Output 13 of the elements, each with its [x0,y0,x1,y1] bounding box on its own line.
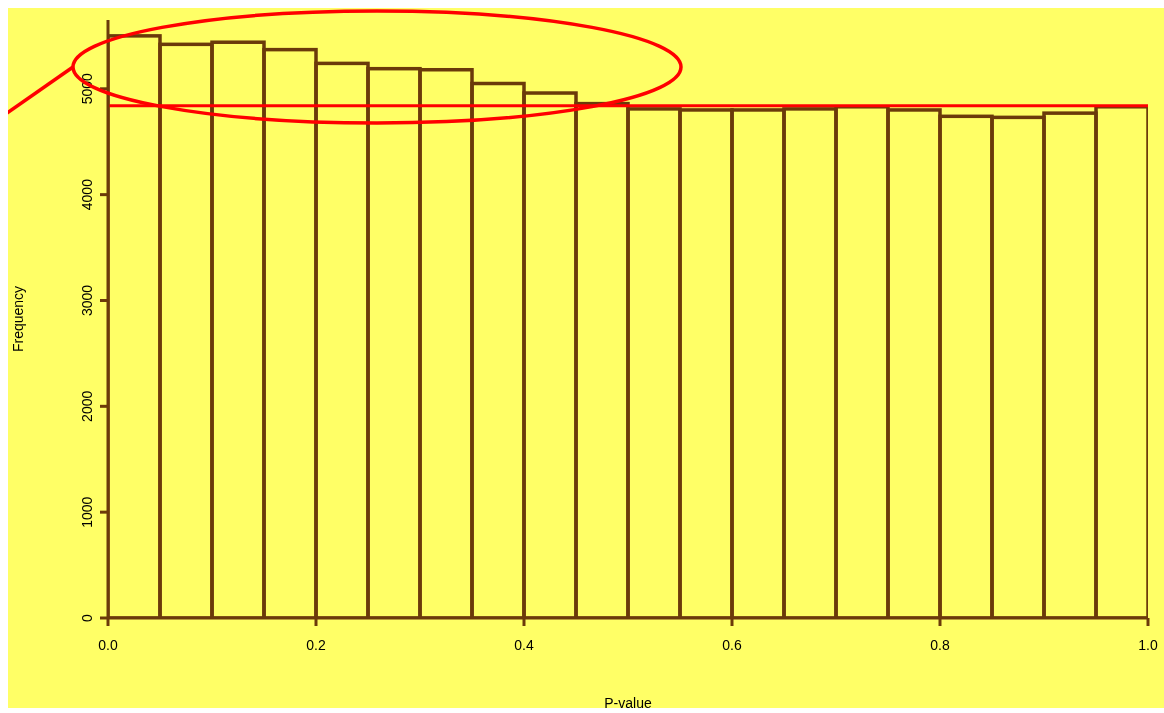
y-tick-label: 1000 [79,496,95,528]
x-tick-label: 0.4 [514,636,534,653]
y-axis-title: Frequency [9,285,26,353]
x-tick-label: 0.0 [98,636,118,653]
y-tick-label: 0 [79,613,95,622]
x-tick-label: 0.2 [306,636,326,653]
x-tick-label: 1.0 [1138,636,1158,653]
x-axis-title: P-value [604,695,652,711]
x-tick-label: 0.8 [930,636,950,653]
y-tick-label: 4000 [79,178,95,211]
x-tick-label: 0.6 [722,636,742,653]
y-tick-label: 2000 [79,390,95,422]
y-tick-label: 3000 [79,284,95,317]
